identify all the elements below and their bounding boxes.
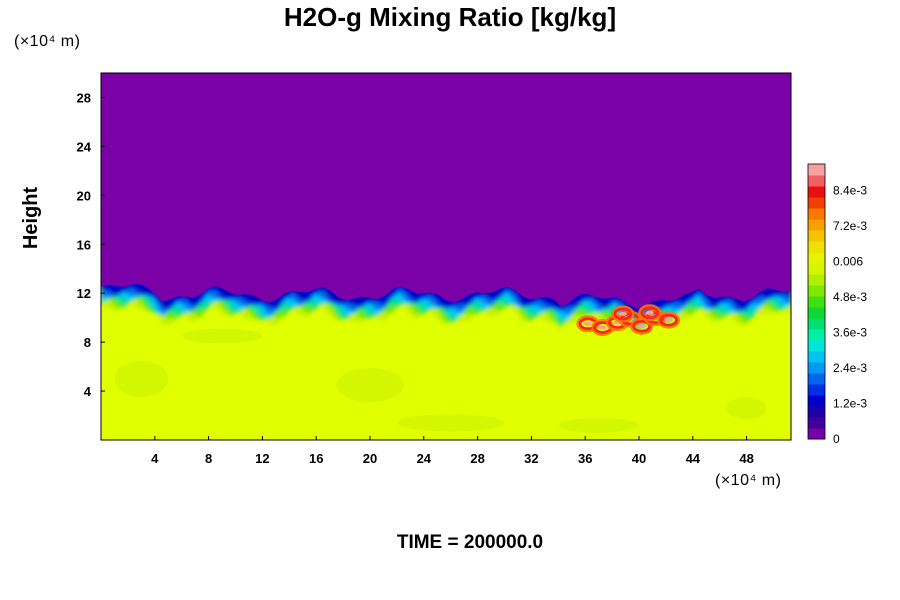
colorbar-swatch: [808, 164, 825, 176]
x-tick-label: 28: [470, 451, 484, 466]
high-moisture-eddies: [576, 304, 681, 336]
plot-frame: [100, 72, 792, 441]
colorbar-swatch: [808, 373, 825, 385]
colorbar-swatch: [808, 208, 825, 220]
colorbar-swatch: [808, 252, 825, 264]
colorbar-tick-label: 3.6e-3: [833, 326, 867, 340]
colorbar-tick-label: 4.8e-3: [833, 290, 867, 304]
y-axis-unit-label: (×10⁴ m): [14, 33, 81, 50]
x-tick-label: 32: [524, 451, 538, 466]
colorbar-swatch: [808, 362, 825, 374]
colorbar-swatch: [808, 417, 825, 429]
colorbar-tick-label: 8.4e-3: [833, 184, 867, 198]
colorbar-swatch: [808, 241, 825, 253]
chart-title: H2O-g Mixing Ratio [kg/kg]: [283, 2, 617, 32]
colorbar: 0 1.2e-3 2.4e-3 3.6e-3 4.8e-3 0.006 7.2e-3 8.4e…: [807, 163, 867, 446]
colorbar-swatch: [808, 318, 825, 330]
x-tick-label: 48: [739, 451, 753, 466]
x-tick-label: 20: [363, 451, 377, 466]
colorbar-swatch: [808, 351, 825, 363]
colorbar-swatch: [808, 230, 825, 242]
x-tick-label: 36: [578, 451, 592, 466]
x-tick-label: 16: [309, 451, 323, 466]
colorbar-tick-label: 2.4e-3: [833, 361, 867, 375]
colorbar-swatch: [808, 219, 825, 231]
colorbar-swatch: [808, 329, 825, 341]
x-axis: 4 8 12 16 20 24 28 32 36 40 44 48: [151, 436, 754, 466]
colorbar-swatch: [808, 186, 825, 198]
colorbar-swatch: [808, 428, 825, 440]
y-tick-label: 12: [77, 286, 91, 301]
x-tick-label: 24: [417, 451, 432, 466]
colorbar-swatch: [808, 285, 825, 297]
plot-area: [101, 73, 791, 440]
colorbar-swatch: [808, 274, 825, 286]
x-tick-label: 40: [632, 451, 646, 466]
x-axis-unit-label: (×10⁴ m): [715, 472, 782, 489]
y-tick-label: 28: [77, 90, 91, 105]
colorbar-swatch: [808, 197, 825, 209]
y-tick-label: 24: [77, 139, 92, 154]
y-tick-label: 20: [77, 188, 91, 203]
colorbar-swatch: [808, 384, 825, 396]
colorbar-tick-label: 1.2e-3: [833, 397, 867, 411]
colorbar-tick-label: 0.006: [833, 255, 863, 269]
colorbar-tick-label: 7.2e-3: [833, 219, 867, 233]
colorbar-tick-label: 0: [833, 432, 840, 446]
colorbar-swatch: [808, 296, 825, 308]
y-tick-label: 8: [84, 335, 91, 350]
colorbar-swatch: [808, 406, 825, 418]
y-axis: 4 8 12 16 20 24 28: [77, 90, 105, 399]
colorbar-swatch: [808, 307, 825, 319]
time-label: TIME = 200000.0: [396, 532, 544, 553]
x-tick-label: 12: [255, 451, 269, 466]
moist-layer-structures: [114, 328, 767, 433]
y-tick-label: 16: [77, 237, 91, 252]
y-tick-label: 4: [84, 384, 92, 399]
upper-dry-layer: [101, 73, 791, 309]
colorbar-swatch: [808, 395, 825, 407]
colorbar-swatch: [808, 340, 825, 352]
x-tick-label: 4: [151, 451, 159, 466]
x-tick-label: 8: [205, 451, 212, 466]
colorbar-swatch: [808, 175, 825, 187]
colorbar-swatch: [808, 263, 825, 275]
x-tick-label: 44: [686, 451, 701, 466]
